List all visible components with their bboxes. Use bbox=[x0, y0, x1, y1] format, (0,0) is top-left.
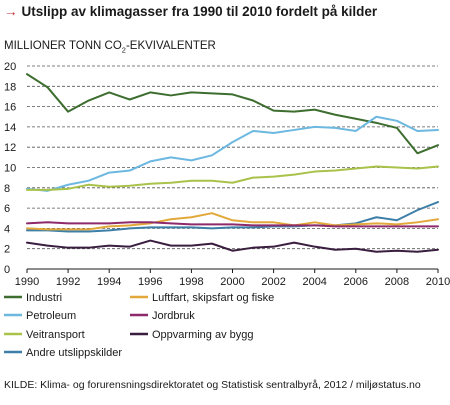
y-axis-ticks: 0 2 4 6 8 10 12 14 16 18 20 bbox=[4, 61, 16, 276]
chart-title-text: Utslipp av klimagasser fra 1990 til 2010… bbox=[21, 4, 378, 19]
legend-item-veitransport: Veitransport bbox=[4, 329, 85, 341]
x-tick-label: 1998 bbox=[179, 276, 203, 288]
series-lines bbox=[26, 73, 439, 253]
series-line-veitransport bbox=[26, 165, 439, 191]
y-tick-label: 16 bbox=[4, 102, 16, 114]
x-tick-label: 2008 bbox=[385, 276, 409, 288]
legend-label: Luftfart, skipsfart og fiske bbox=[152, 292, 274, 304]
legend-item-jordbruk: Jordbruk bbox=[130, 310, 195, 322]
y-axis-label-suffix: -EKVIVALENTER bbox=[125, 40, 216, 52]
legend-item-andre-utslippskilder: Andre utslippskilder bbox=[4, 347, 122, 359]
legend-item-industri: Industri bbox=[4, 292, 62, 304]
series-line-oppvarming-av-bygg bbox=[26, 239, 439, 253]
y-tick-label: 20 bbox=[4, 61, 16, 73]
x-tick-label: 2000 bbox=[220, 276, 244, 288]
y-tick-label: 6 bbox=[4, 203, 10, 215]
y-tick-label: 4 bbox=[4, 223, 10, 235]
series-line-petroleum bbox=[26, 115, 439, 192]
y-tick-label: 10 bbox=[4, 163, 16, 175]
x-tick-label: 2010 bbox=[426, 276, 450, 288]
legend-label: Petroleum bbox=[26, 310, 76, 322]
legend-label: Jordbruk bbox=[152, 310, 195, 322]
legend-item-luftfart-skipsfart-og-fiske: Luftfart, skipsfart og fiske bbox=[130, 292, 274, 304]
y-axis-label: MILLIONER TONN CO2-EKVIVALENTER bbox=[4, 40, 216, 54]
y-tick-label: 8 bbox=[4, 183, 10, 195]
grid-lines bbox=[27, 65, 438, 270]
y-tick-label: 14 bbox=[4, 122, 16, 134]
y-axis-label-subscript: 2 bbox=[121, 45, 126, 55]
arrow-right-icon: → bbox=[4, 4, 18, 19]
x-tick-label: 1992 bbox=[56, 276, 80, 288]
x-tick-label: 2002 bbox=[261, 276, 285, 288]
series-line-jordbruk bbox=[26, 221, 439, 228]
x-tick-label: 1996 bbox=[138, 276, 162, 288]
x-tick-label: 2004 bbox=[302, 276, 326, 288]
y-axis-label-main: MILLIONER TONN CO bbox=[4, 40, 122, 52]
y-tick-label: 2 bbox=[4, 244, 10, 256]
legend-item-petroleum: Petroleum bbox=[4, 310, 76, 322]
legend-label: Oppvarming av bygg bbox=[152, 329, 254, 341]
legend: Industri Luftfart, skipsfart og fiske Petr… bbox=[4, 292, 274, 359]
y-tick-label: 0 bbox=[4, 264, 10, 276]
legend-label: Veitransport bbox=[26, 329, 85, 341]
x-axis-ticks: 1990 1992 1994 1996 1998 2000 2002 2004 2006 2008… bbox=[15, 269, 450, 288]
x-tick-label: 1990 bbox=[15, 276, 39, 288]
y-tick-label: 18 bbox=[4, 81, 16, 93]
legend-label: Andre utslippskilder bbox=[26, 347, 122, 359]
y-tick-label: 12 bbox=[4, 142, 16, 154]
series-line-luftfart-skipsfart-og-fiske bbox=[26, 212, 439, 231]
legend-label: Industri bbox=[26, 292, 62, 304]
source-note: KILDE: Klima- og forurensningsdirektorat… bbox=[4, 379, 421, 391]
x-tick-label: 2006 bbox=[344, 276, 368, 288]
series-line-andre-utslippskilder bbox=[26, 201, 439, 233]
x-tick-label: 1994 bbox=[97, 276, 121, 288]
chart-title: → Utslipp av klimagasser fra 1990 til 201… bbox=[4, 4, 448, 24]
legend-item-oppvarming-av-bygg: Oppvarming av bygg bbox=[130, 329, 254, 341]
